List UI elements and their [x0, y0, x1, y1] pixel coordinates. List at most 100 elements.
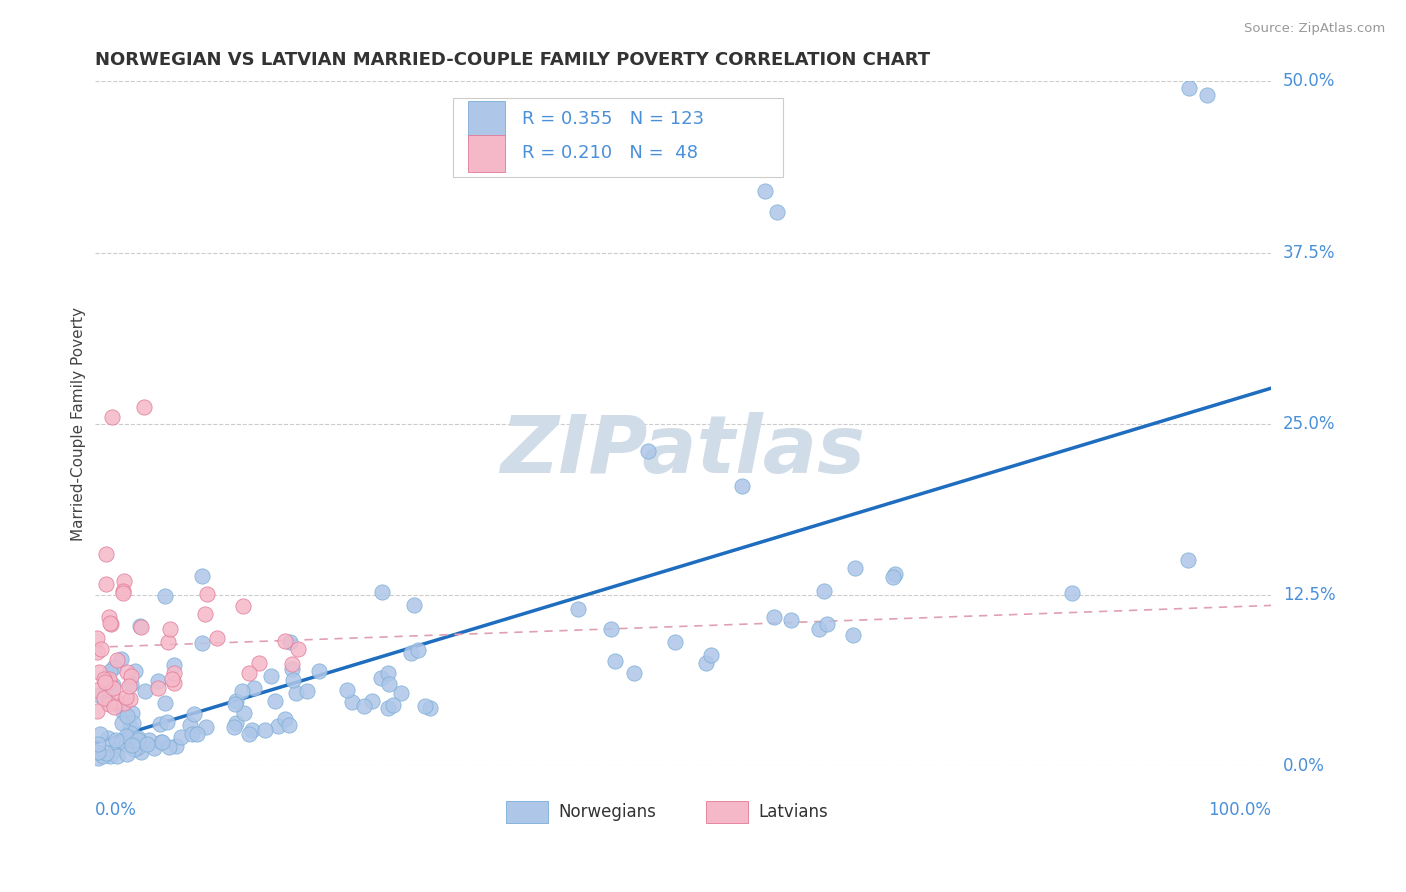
Point — [274, 633, 297, 648]
Point — [195, 587, 218, 601]
Point — [664, 635, 686, 649]
Point — [153, 696, 176, 710]
Point — [100, 617, 122, 632]
Point — [731, 478, 754, 492]
Point — [378, 677, 401, 691]
Point — [231, 683, 253, 698]
Point — [90, 641, 112, 656]
Point — [695, 657, 717, 671]
Text: 37.5%: 37.5% — [1284, 244, 1336, 261]
Point — [238, 727, 260, 741]
Y-axis label: Married-Couple Family Poverty: Married-Couple Family Poverty — [72, 307, 86, 541]
Point — [115, 665, 138, 680]
Point — [97, 694, 120, 708]
Text: Norwegians: Norwegians — [558, 804, 657, 822]
Point — [93, 675, 115, 690]
Point — [159, 622, 181, 636]
Point — [98, 610, 121, 624]
Text: Latvians: Latvians — [758, 804, 828, 822]
Point — [406, 643, 429, 657]
Point — [780, 613, 803, 627]
Point — [124, 665, 146, 679]
Text: 0.0%: 0.0% — [1284, 757, 1324, 775]
Point — [97, 731, 120, 746]
Point — [377, 701, 399, 715]
Point — [87, 745, 110, 759]
Point — [340, 695, 363, 709]
Point — [146, 674, 169, 689]
Text: Source: ZipAtlas.com: Source: ZipAtlas.com — [1244, 22, 1385, 36]
Point — [127, 733, 149, 747]
Point — [115, 690, 138, 704]
Point — [138, 733, 160, 747]
FancyBboxPatch shape — [706, 801, 748, 823]
Point — [111, 734, 134, 748]
Point — [118, 680, 141, 694]
Point — [101, 410, 124, 425]
Point — [121, 716, 143, 731]
Point — [567, 602, 589, 616]
Text: NORWEGIAN VS LATVIAN MARRIED-COUPLE FAMILY POVERTY CORRELATION CHART: NORWEGIAN VS LATVIAN MARRIED-COUPLE FAMI… — [94, 51, 929, 69]
Point — [274, 712, 297, 726]
Point — [117, 709, 139, 723]
Point — [637, 444, 659, 458]
Point — [150, 735, 173, 749]
Point — [183, 706, 205, 721]
Point — [105, 653, 128, 667]
Point — [115, 747, 138, 761]
Point — [844, 561, 866, 575]
Point — [605, 654, 627, 668]
Point — [381, 698, 404, 712]
Point — [96, 747, 118, 761]
Point — [86, 645, 108, 659]
Point — [287, 641, 309, 656]
Point — [118, 726, 141, 740]
Point — [86, 683, 108, 698]
Point — [93, 691, 115, 706]
Point — [86, 631, 108, 645]
Text: R = 0.355   N = 123: R = 0.355 N = 123 — [522, 110, 704, 128]
Point — [112, 696, 135, 710]
Point — [115, 737, 138, 751]
Point — [1177, 553, 1199, 567]
Point — [101, 681, 124, 695]
Point — [260, 669, 283, 683]
Point — [87, 751, 110, 765]
Point — [243, 681, 266, 695]
Point — [370, 671, 392, 685]
Point — [103, 699, 125, 714]
Point — [225, 715, 247, 730]
Point — [1195, 88, 1218, 103]
Point — [112, 585, 135, 599]
Point — [100, 616, 122, 631]
Point — [222, 720, 245, 734]
Point — [232, 599, 254, 613]
Point — [163, 657, 186, 672]
Point — [181, 727, 204, 741]
Point — [142, 741, 165, 756]
Point — [415, 699, 437, 714]
Point — [105, 694, 128, 708]
Text: ZIPatlas: ZIPatlas — [501, 412, 866, 491]
Point — [87, 746, 110, 760]
Point — [129, 620, 152, 634]
Point — [264, 693, 287, 707]
Point — [815, 617, 838, 632]
Point — [165, 739, 187, 754]
Point — [157, 635, 180, 649]
Point — [278, 635, 301, 649]
FancyBboxPatch shape — [468, 101, 505, 138]
Point — [163, 676, 186, 690]
Point — [240, 723, 263, 737]
Point — [115, 729, 138, 743]
Point — [190, 568, 212, 582]
Point — [155, 589, 177, 603]
Point — [371, 584, 394, 599]
Point — [1060, 586, 1083, 600]
Point — [96, 547, 118, 561]
Point — [191, 636, 214, 650]
Point — [136, 737, 159, 751]
Point — [170, 730, 193, 744]
Text: 25.0%: 25.0% — [1284, 415, 1336, 433]
Point — [121, 706, 143, 720]
